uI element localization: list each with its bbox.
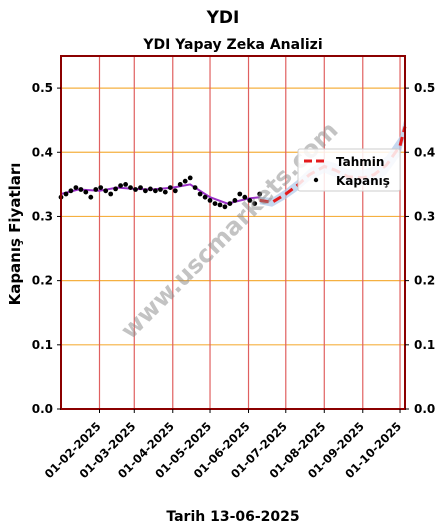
closing-point	[153, 188, 158, 194]
closing-point	[118, 183, 123, 189]
y-tick-label-right: 0.3	[414, 209, 435, 223]
closing-point	[167, 185, 173, 191]
closing-point	[98, 185, 104, 191]
y-tick-label-right: 0.2	[414, 274, 435, 288]
closing-point	[207, 198, 213, 203]
closing-point	[68, 188, 74, 194]
closing-point	[128, 185, 133, 191]
closing-point	[143, 188, 148, 194]
y-tick-label-right: 0.5	[414, 81, 435, 95]
closing-point	[197, 191, 203, 197]
y-tick-label-right: 0.0	[414, 402, 435, 416]
x-axis-label: Tarih 13-06-2025	[166, 509, 299, 525]
closing-point	[108, 191, 114, 197]
closing-point	[247, 198, 253, 203]
closing-point	[93, 187, 99, 192]
closing-point	[192, 185, 198, 191]
closing-point	[217, 202, 223, 208]
closing-point	[78, 187, 84, 192]
y-tick-label-right: 0.4	[414, 145, 435, 159]
closing-point	[222, 204, 228, 210]
closing-point	[257, 191, 263, 197]
closing-point	[202, 194, 208, 200]
closing-point	[227, 201, 233, 207]
closing-point	[177, 182, 183, 187]
y-tick-label-left: 0.2	[32, 274, 53, 288]
chart-title: YDI Yapay Zeka Analizi	[142, 37, 322, 53]
closing-point	[88, 194, 94, 200]
y-tick-label-left: 0.1	[32, 338, 53, 352]
closing-point	[73, 185, 79, 191]
closing-point	[123, 182, 128, 187]
closing-point	[103, 188, 109, 194]
closing-point	[162, 189, 168, 195]
y-tick-label-left: 0.4	[32, 145, 53, 159]
closing-point	[63, 191, 69, 197]
closing-point	[148, 186, 153, 192]
closing-point	[252, 201, 258, 207]
closing-point	[158, 187, 163, 192]
closing-point	[182, 178, 188, 184]
y-tick-label-left: 0.3	[32, 209, 53, 223]
y-tick-label-left: 0.0	[32, 402, 53, 416]
legend-forecast-label: Tahmin	[336, 155, 384, 169]
closing-point	[138, 185, 143, 191]
plot-frame	[60, 55, 406, 410]
legend: Tahmin Kapanış	[297, 148, 401, 192]
closing-point	[113, 186, 118, 192]
closing-point	[237, 191, 243, 197]
closing-point	[212, 201, 218, 207]
closing-points	[58, 175, 263, 210]
closing-point	[242, 194, 248, 200]
y-tick-label-left: 0.5	[32, 81, 53, 95]
y-axis-label: Kapanış Fiyatları	[6, 163, 24, 306]
closing-point	[133, 187, 138, 192]
closing-point	[187, 175, 193, 181]
closing-point	[172, 188, 178, 194]
y-tick-label-right: 0.1	[414, 338, 435, 352]
chart-suptitle: YDI	[206, 8, 240, 28]
grid-layer	[61, 56, 405, 410]
closing-point	[83, 189, 89, 195]
closing-point	[232, 198, 238, 203]
legend-closing-swatch	[313, 177, 319, 183]
legend-closing-label: Kapanış	[336, 174, 390, 188]
